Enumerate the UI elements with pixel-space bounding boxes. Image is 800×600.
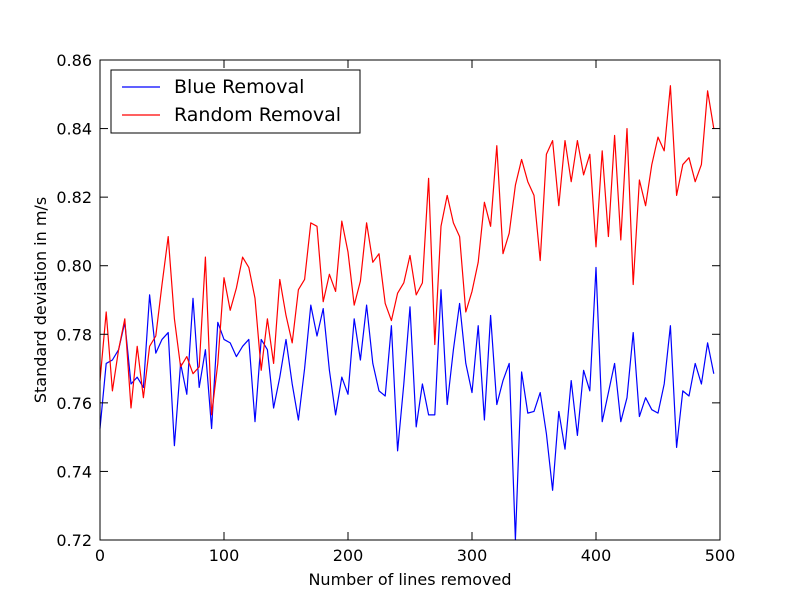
y-tick-label: 0.78 [56,325,92,344]
x-tick-label: 200 [333,546,364,565]
y-tick-label: 0.84 [56,120,92,139]
series-line-random-removal [99,85,715,416]
legend-box [110,69,361,134]
plot-frame [99,59,721,541]
y-tick-label: 0.82 [56,188,92,207]
x-axis-label: Number of lines removed [308,570,511,589]
legend: Blue Removal Random Removal [110,69,361,134]
y-tick-label: 0.74 [56,462,92,481]
x-tick-label: 400 [581,546,612,565]
y-tick-label: 0.72 [56,531,92,550]
x-tick-label: 300 [457,546,488,565]
series-line-blue-removal [99,266,715,541]
y-tick-label: 0.76 [56,394,92,413]
series-layer [99,85,715,541]
legend-label-random-removal: Random Removal [174,104,341,126]
y-tick-label: 0.80 [56,257,92,276]
legend-label-blue-removal: Blue Removal [174,76,304,98]
x-tick-label: 100 [209,546,240,565]
y-tick-label: 0.86 [56,51,92,70]
x-tick-label: 500 [705,546,736,565]
x-tick-label: 0 [95,546,105,565]
tick-layer: 0 100 200 300 400 500 0.72 0.74 0.76 0.78 0.80 0.82… [56,51,735,565]
y-axis-label: Standard deviation in m/s [31,197,50,403]
